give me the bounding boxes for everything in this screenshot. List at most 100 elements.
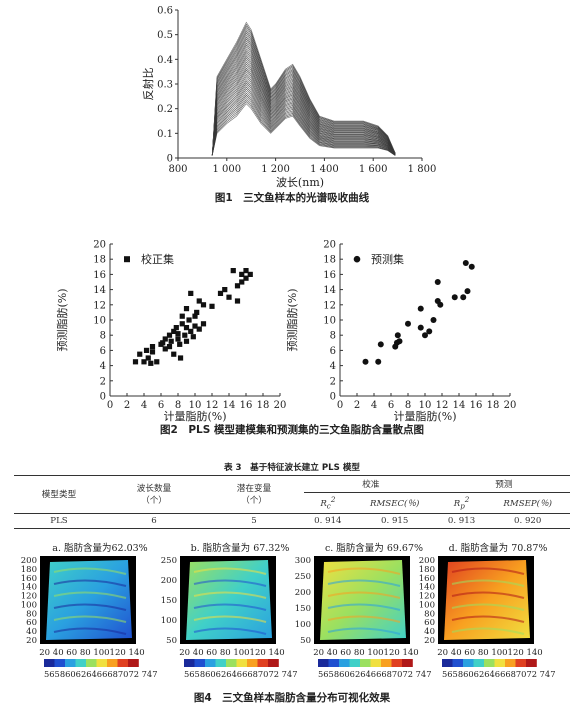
heatmap-y-tick-label: 20 [26, 636, 37, 646]
colorbar-segment [484, 659, 495, 667]
heatmap-y-tick-label: 150 [295, 604, 311, 614]
data-point [168, 338, 174, 344]
heatmap-x-tick-labels: 20 40 60 80 100120 140 [313, 648, 418, 658]
fat-stripe [327, 615, 401, 623]
y-tick-label: 2 [100, 376, 106, 387]
heatmap-y-tick-label: 60 [26, 618, 37, 628]
colorbar-segment [328, 659, 340, 667]
figure4-heatmaps: a. 脂肪含量为62.03% 200 180 160 140 120 100 80 60 40 20… [0, 540, 584, 690]
colorbar-segment [44, 659, 55, 667]
cell-nwave: 6 [151, 515, 157, 526]
x-tick-label: 1 200 [261, 164, 290, 175]
spectrum-line [211, 86, 396, 156]
heatmap-y-tick-label: 180 [419, 565, 435, 575]
colorbar-labels: 565860626466687072 7476 [44, 669, 158, 679]
data-point [182, 332, 188, 338]
data-point [434, 279, 441, 285]
data-point [166, 332, 173, 338]
data-point [188, 328, 194, 334]
data-point [437, 301, 444, 308]
data-point [183, 306, 190, 312]
spectrum-line [211, 23, 396, 156]
data-point [196, 326, 202, 332]
x-tick-label: 12 [206, 400, 219, 411]
y-axis-label: 反射比 [141, 68, 155, 101]
data-point [239, 279, 245, 285]
x-tick-label: 1 600 [359, 164, 388, 175]
fat-stripe [451, 591, 525, 599]
data-point [141, 359, 147, 365]
data-point [162, 336, 168, 342]
spectrum-line [211, 46, 396, 156]
data-point [209, 303, 215, 309]
spectrum-line [211, 78, 396, 156]
data-point [396, 338, 403, 345]
y-tick-label: 12 [93, 300, 106, 311]
spectrum-line [211, 53, 396, 156]
fat-stripe [193, 603, 267, 611]
figure2-caption: 图2 PLS 模型建模集和预测集的三文鱼脂肪含量散点图 [160, 424, 424, 436]
heatmap-y-tick-label: 200 [419, 556, 435, 566]
y-tick-label: 16 [323, 270, 336, 281]
heatmap-y-tick-label: 300 [295, 556, 311, 566]
y-axis-label: 预测脂肪(%) [285, 288, 299, 351]
table-header-rmsep: RMSEP(％) [503, 498, 552, 509]
fat-stripe [327, 591, 401, 599]
heatmap-y-tick-label: 160 [21, 574, 37, 584]
fish-sample-region [444, 560, 530, 640]
heatmap-y-tick-label: 120 [21, 592, 37, 602]
spectrum-line [211, 92, 396, 156]
colorbar-segment [128, 659, 139, 667]
table-header-prediction: 预测 [437, 475, 570, 493]
colorbar-segment [215, 659, 227, 667]
table-header-nwave: 波长数量 （个） [136, 484, 172, 507]
data-point [405, 320, 411, 327]
heatmap-x-tick-labels: 20 40 60 80 100120 140 [39, 648, 144, 658]
y-tick-label: 16 [93, 270, 106, 281]
x-tick-label: 20 [274, 400, 287, 411]
cell-rc: 0. 914 [314, 515, 342, 526]
x-axis-label: 波长(nm) [276, 176, 324, 189]
data-point [230, 268, 236, 274]
spectrum-line [211, 42, 396, 156]
y-tick-label: 12 [323, 300, 336, 311]
x-tick-label: 18 [257, 400, 270, 411]
colorbar-segment [526, 659, 537, 667]
x-tick-label: 12 [436, 400, 449, 411]
heatmap-y-tick-label: 100 [21, 600, 37, 610]
y-tick-label: 0.3 [157, 80, 173, 91]
spectrum-line [211, 30, 396, 156]
heatmap-title: a. 脂肪含量为62.03% [52, 543, 148, 554]
data-point [462, 260, 469, 266]
fat-stripe [327, 567, 401, 575]
data-point [183, 325, 190, 331]
colorbar-segment [463, 659, 474, 667]
data-point [394, 332, 401, 339]
y-tick-label: 0.5 [157, 30, 173, 41]
spectrum-line [211, 101, 396, 156]
data-point [247, 271, 253, 277]
colorbar-segment [194, 659, 206, 667]
colorbar-labels: 565860626466687072 7476 [442, 669, 556, 679]
colorbar-segment [370, 659, 382, 667]
heatmap-y-tick-label: 150 [161, 596, 177, 606]
figure4-caption: 图4 三文鱼样本脂肪含量分布可视化效果 [193, 692, 391, 704]
spectrum-line [211, 57, 396, 156]
x-tick-label: 16 [470, 400, 483, 411]
data-point [171, 328, 177, 334]
heatmap-x-tick-labels: 20 40 60 80 100120 140 [437, 648, 542, 658]
colorbar-segment [391, 659, 403, 667]
y-tick-label: 4 [100, 361, 106, 372]
legend-marker [124, 256, 130, 263]
x-tick-label: 10 [189, 400, 202, 411]
x-tick-label: 800 [168, 164, 187, 175]
data-point [192, 313, 198, 319]
spectrum-line [211, 80, 396, 156]
table-header-rmsec: RMSEC(％) [370, 498, 420, 509]
spectrum-line [211, 40, 396, 156]
data-point [188, 290, 194, 296]
data-point [417, 305, 424, 312]
data-point [154, 359, 160, 365]
y-tick-label: 14 [323, 285, 336, 296]
